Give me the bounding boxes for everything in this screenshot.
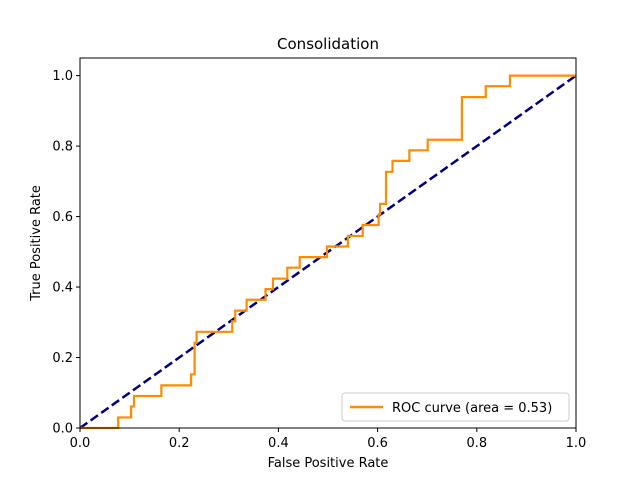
legend: ROC curve (area = 0.53)	[341, 392, 570, 422]
axes-background	[80, 58, 576, 428]
series-layer	[79, 74, 577, 430]
roc-curve-line	[80, 74, 576, 430]
x-tick-label: 0.8	[466, 436, 487, 451]
chart-title: Consolidation	[277, 35, 379, 53]
legend-label-roc: ROC curve (area = 0.53)	[392, 401, 552, 416]
y-tick-label: 1.0	[52, 69, 73, 84]
y-tick-label: 0.6	[52, 210, 73, 225]
ticks-layer: 0.0 0.2 0.4 0.6 0.8 1.0 0.0 0.2 0.4 0.6 0.8 1.0	[52, 69, 586, 451]
y-tick-label: 0.0	[52, 422, 73, 437]
x-tick-label: 0.4	[268, 436, 289, 451]
axes-frame	[79, 57, 577, 429]
x-axis-label: False Positive Rate	[268, 456, 389, 471]
y-tick-label: 0.2	[52, 351, 73, 366]
legend-box	[341, 392, 570, 422]
x-tick-label: 1.0	[566, 436, 587, 451]
x-tick-label: 0.6	[367, 436, 388, 451]
y-tick-label: 0.8	[52, 140, 73, 155]
y-axis-label: True Positive Rate	[29, 185, 44, 302]
x-tick-label: 0.2	[169, 436, 190, 451]
y-tick-label: 0.4	[52, 281, 73, 296]
x-tick-label: 0.0	[70, 436, 91, 451]
plot-area	[80, 58, 576, 428]
